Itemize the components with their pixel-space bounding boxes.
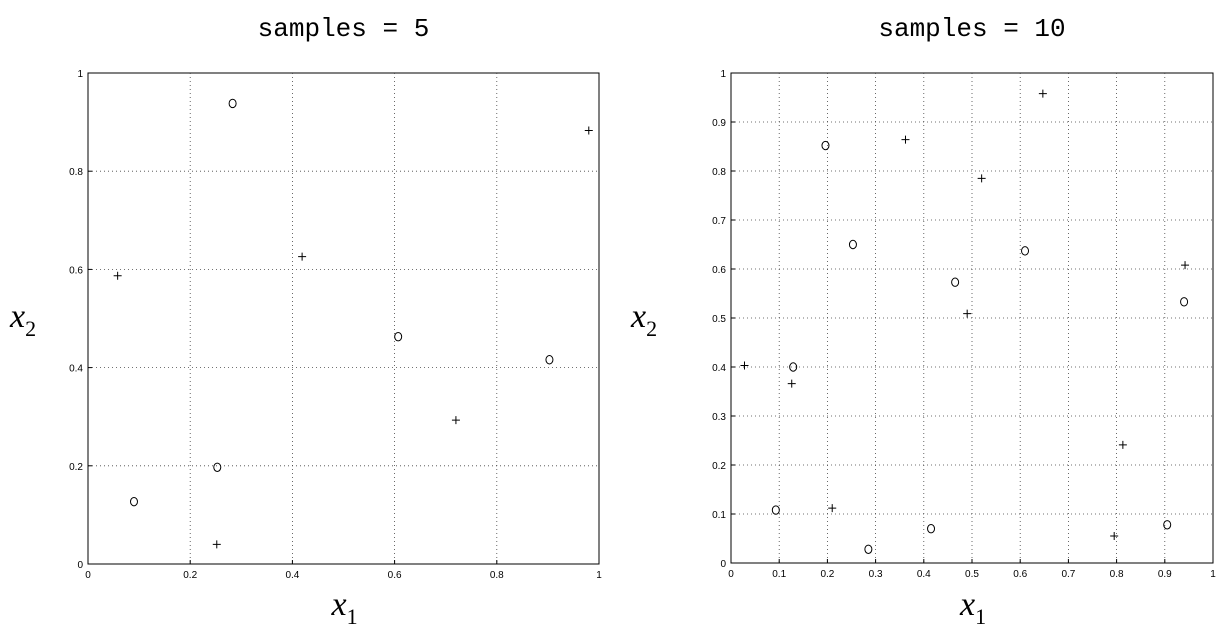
plus-marker (977, 174, 986, 183)
x-tick-label: 0.6 (388, 570, 402, 581)
y-tick-label: 1 (720, 69, 726, 80)
x-tick-label: 0.4 (285, 570, 299, 581)
chart-title: samples = 10 (878, 14, 1065, 44)
plot-frame (87, 72, 600, 565)
circle-marker (927, 524, 936, 534)
y-axis-label-main: x (9, 298, 25, 335)
circle-marker (213, 462, 222, 472)
y-tick-label: 1 (77, 69, 83, 80)
x-tick-label: 0.2 (183, 570, 197, 581)
x-tick-label: 0.3 (869, 569, 883, 580)
x-tick-label: 0.6 (1013, 569, 1027, 580)
y-axis-label: x2 (630, 298, 657, 341)
y-tick-label: 0.8 (712, 167, 726, 178)
x-tick-label: 0.9 (1158, 569, 1172, 580)
y-tick-label: 0.7 (712, 216, 726, 227)
y-tick-label: 0 (77, 560, 83, 571)
plus-marker (1181, 261, 1190, 270)
x-tick-label: 0 (728, 569, 734, 580)
x-tick-label: 0.2 (820, 569, 834, 580)
circle-marker (394, 331, 403, 342)
y-tick-label: 0.1 (712, 510, 726, 521)
y-tick-label: 0.6 (712, 265, 726, 276)
y-tick-label: 0.6 (69, 265, 83, 276)
x-tick-label: 0.1 (772, 569, 786, 580)
x-tick-label: 0.8 (1110, 569, 1124, 580)
plus-marker (1118, 440, 1127, 449)
plus-marker (451, 416, 460, 425)
plus-marker (901, 135, 910, 144)
plus-marker (740, 361, 749, 370)
x-axis-label-main: x (331, 586, 347, 623)
plus-marker (113, 271, 122, 280)
x-axis-label: x1 (331, 586, 358, 629)
circle-marker (951, 277, 960, 287)
y-tick-label: 0 (720, 559, 726, 570)
x-tick-label: 1 (1210, 569, 1216, 580)
circle-marker (864, 544, 873, 554)
y-axis-label-subscript: 2 (25, 316, 36, 341)
plus-marker (1110, 532, 1119, 541)
y-tick-label: 0.2 (712, 461, 726, 472)
circle-marker (129, 496, 138, 507)
circle-marker (1163, 520, 1172, 530)
y-tick-label: 0.2 (69, 462, 83, 473)
x-axis-label-subscript: 1 (347, 604, 358, 629)
plus-marker (298, 252, 307, 261)
y-axis-label-subscript: 2 (646, 316, 657, 341)
circle-marker (545, 355, 554, 365)
plus-marker (584, 126, 593, 135)
plus-marker (212, 540, 221, 549)
right-panel: 0 0.1 0.2 0.3 0.4 0.5 0.6 0.7 0.8 0.9 1 0 0.1 0.2 0.3 0… (630, 14, 1216, 629)
y-tick-label: 0.4 (69, 364, 83, 375)
plus-marker (828, 504, 837, 513)
plus-marker (1038, 89, 1047, 98)
plus-marker (787, 379, 796, 388)
circle-marker (1021, 246, 1030, 256)
y-tick-label: 0.9 (712, 118, 726, 129)
circle-marker (848, 239, 857, 250)
circle-marker (789, 362, 798, 372)
y-tick-label: 0.8 (69, 167, 83, 178)
y-axis-label-main: x (630, 298, 646, 335)
y-tick-label: 0.4 (712, 363, 726, 374)
y-tick-label: 0.3 (712, 412, 726, 423)
x-axis-label-main: x (959, 586, 975, 623)
x-tick-label: 0.8 (490, 570, 504, 581)
circle-marker (228, 98, 237, 109)
x-tick-label: 0 (85, 570, 91, 581)
x-tick-label: 0.7 (1061, 569, 1075, 580)
chart-title: samples = 5 (258, 14, 430, 44)
y-axis-label: x2 (9, 298, 36, 341)
plus-marker (963, 309, 972, 318)
circle-marker (771, 505, 780, 515)
x-axis-label-subscript: 1 (975, 604, 986, 629)
circle-marker (1180, 297, 1189, 307)
x-axis-label: x1 (959, 586, 986, 629)
circle-marker (821, 140, 830, 151)
x-tick-label: 1 (596, 570, 602, 581)
left-panel: 0 0.2 0.4 0.6 0.8 1 0 0.2 0.4 0.6 0.8 1 samples = 5 x… (9, 14, 602, 629)
x-tick-label: 0.5 (965, 569, 979, 580)
y-tick-label: 0.5 (712, 314, 726, 325)
x-tick-label: 0.4 (917, 569, 931, 580)
